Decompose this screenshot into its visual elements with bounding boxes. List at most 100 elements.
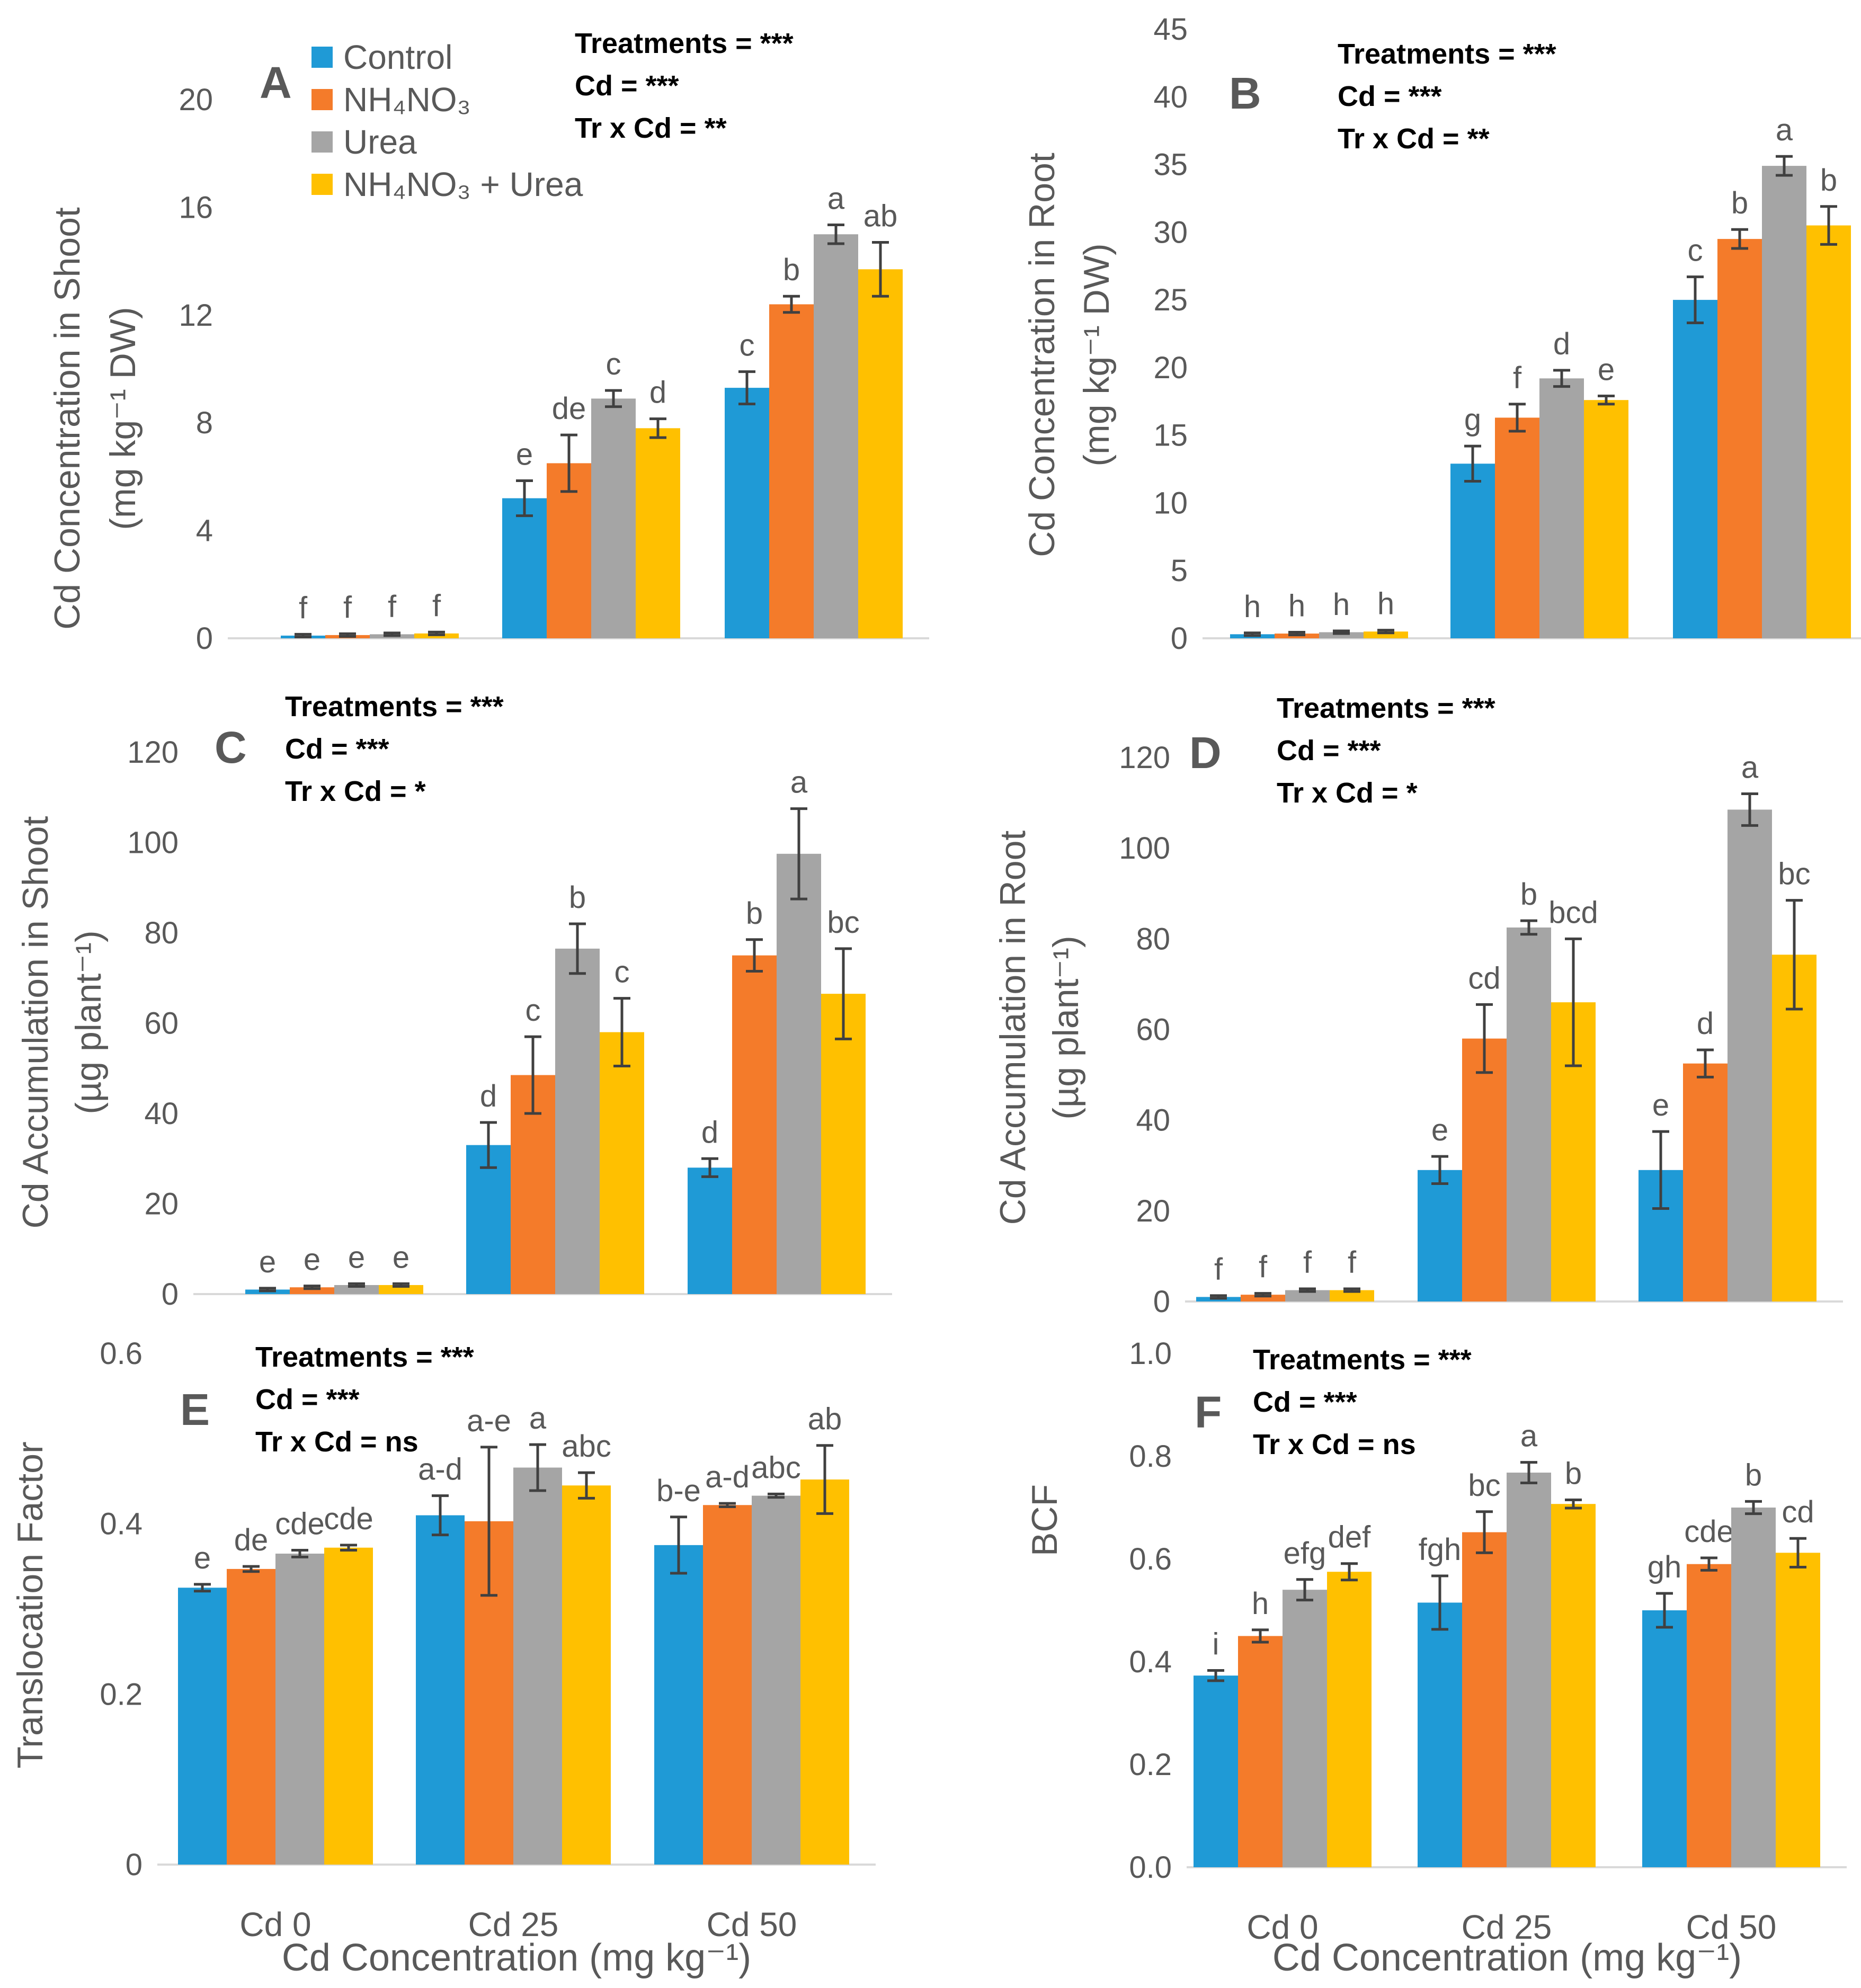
bar xyxy=(1731,1508,1776,1867)
significance-letter: b xyxy=(1731,186,1748,220)
significance-letter: f xyxy=(343,590,352,625)
x-category-label: Cd 50 xyxy=(707,1905,797,1944)
x-axis-title-left: Cd Concentration (mg kg⁻¹) xyxy=(282,1937,751,1979)
y-tick-label: 80 xyxy=(144,916,179,950)
y-axis-title: Translocation Factor xyxy=(10,1441,50,1768)
y-tick-label: 0.8 xyxy=(1129,1439,1172,1474)
y-tick-label: 20 xyxy=(1136,1194,1170,1228)
stat-line: Cd = *** xyxy=(1338,81,1442,112)
stat-line: Treatments = *** xyxy=(1253,1344,1472,1376)
significance-letter: f xyxy=(1303,1245,1312,1280)
y-tick-label: 0.4 xyxy=(100,1507,143,1541)
stat-line: Treatments = *** xyxy=(575,28,794,59)
y-tick-label: 120 xyxy=(127,735,179,770)
significance-letter: bc xyxy=(827,905,859,940)
bar xyxy=(1495,417,1539,638)
y-tick-label: 20 xyxy=(1153,351,1188,385)
significance-letter: d xyxy=(1553,327,1570,361)
significance-letter: g xyxy=(1464,403,1481,437)
bar xyxy=(466,1145,511,1294)
significance-letter: b-e xyxy=(656,1474,701,1508)
significance-letter: d xyxy=(1697,1006,1714,1041)
significance-letter: ab xyxy=(863,199,898,234)
panel-f: 0.0 0.2 0.4 0.6 0.8 1.0 BCF F Treatments = *** Cd… xyxy=(1025,1336,1847,1946)
y-tick-label: 0.6 xyxy=(1129,1542,1172,1576)
significance-letter: e xyxy=(194,1541,211,1575)
bar xyxy=(1462,1532,1507,1867)
significance-letter: cde xyxy=(324,1502,373,1536)
y-tick-label: 30 xyxy=(1153,215,1188,249)
bar xyxy=(725,388,769,638)
y-tick-label: 15 xyxy=(1153,418,1188,453)
significance-letter: e xyxy=(304,1243,320,1277)
stat-line: Cd = *** xyxy=(1253,1386,1357,1418)
panel-label: F xyxy=(1195,1387,1222,1437)
significance-letter: e xyxy=(516,438,533,472)
legend: Control NH₄NO₃ Urea NH₄NO₃ + Urea xyxy=(311,38,583,203)
significance-letter: abc xyxy=(751,1450,801,1485)
bar xyxy=(1539,378,1584,638)
y-tick-label: 12 xyxy=(179,298,213,333)
bar xyxy=(1283,1590,1327,1867)
significance-letter: efg xyxy=(1284,1536,1326,1571)
significance-letter: a-d xyxy=(705,1460,750,1494)
x-category-label: Cd 0 xyxy=(239,1905,311,1944)
bar xyxy=(636,428,680,638)
bar xyxy=(275,1553,324,1865)
significance-letter: f xyxy=(1214,1252,1223,1287)
y-tick-label: 40 xyxy=(1136,1103,1170,1138)
significance-letter: c xyxy=(1688,234,1703,268)
significance-letter: f xyxy=(1259,1250,1268,1285)
x-category-label: Cd 0 xyxy=(1246,1908,1318,1946)
panel-label: E xyxy=(180,1385,210,1434)
bar xyxy=(555,948,600,1294)
y-axis-title: Cd Accumulation in Root xyxy=(993,831,1033,1225)
panel-c: 0 20 40 60 80 100 120 Cd Accumulation in Shoot (… xyxy=(15,691,892,1312)
bar xyxy=(1762,166,1806,639)
y-tick-label: 0 xyxy=(1153,1285,1170,1319)
bar xyxy=(178,1588,227,1865)
chart-panels: 0 4 8 12 16 20 Cd Concentration in Shoot (mg kg… xyxy=(10,12,1861,1946)
x-category-label: Cd 25 xyxy=(468,1905,559,1944)
bar xyxy=(1584,400,1628,638)
bar xyxy=(1507,1473,1551,1867)
stat-line: Cd = *** xyxy=(575,70,679,102)
significance-letter: bcd xyxy=(1548,895,1598,930)
bar xyxy=(800,1479,849,1865)
significance-letter: abc xyxy=(562,1429,611,1464)
y-tick-label: 40 xyxy=(1153,80,1188,114)
bar xyxy=(1238,1636,1283,1867)
significance-letter: d xyxy=(649,376,666,410)
bar xyxy=(290,1287,334,1294)
bar xyxy=(1776,1553,1820,1867)
y-axis-title: BCF xyxy=(1025,1484,1065,1556)
stat-line: Tr x Cd = ns xyxy=(1253,1429,1416,1460)
significance-letter: a xyxy=(1741,750,1759,784)
significance-letter: bc xyxy=(1468,1468,1500,1503)
significance-letter: a xyxy=(529,1401,547,1436)
bar xyxy=(1772,955,1817,1301)
legend-label: Urea xyxy=(343,123,417,161)
significance-letter: e xyxy=(393,1240,409,1274)
significance-letter: a xyxy=(790,765,808,800)
significance-letter: f xyxy=(1348,1245,1357,1280)
legend-label: NH₄NO₃ + Urea xyxy=(343,165,583,203)
panel-label: B xyxy=(1229,68,1261,118)
bar xyxy=(821,994,866,1294)
y-tick-label: 0.2 xyxy=(100,1677,143,1711)
y-tick-label: 100 xyxy=(127,826,179,860)
stat-line: Cd = *** xyxy=(1277,735,1381,766)
significance-letter: h xyxy=(1252,1586,1269,1621)
significance-letter: cd xyxy=(1782,1495,1814,1529)
stat-line: Tr x Cd = * xyxy=(1277,777,1418,809)
y-axis-title: Cd Concentration in Root xyxy=(1022,153,1062,557)
y-tick-label: 0 xyxy=(126,1848,143,1882)
y-tick-label: 45 xyxy=(1153,12,1188,47)
significance-letter: e xyxy=(1652,1088,1669,1122)
bar xyxy=(752,1495,800,1865)
bar xyxy=(732,955,777,1294)
bar xyxy=(1418,1602,1462,1867)
bar xyxy=(334,1285,379,1294)
significance-letter: c xyxy=(526,993,541,1028)
